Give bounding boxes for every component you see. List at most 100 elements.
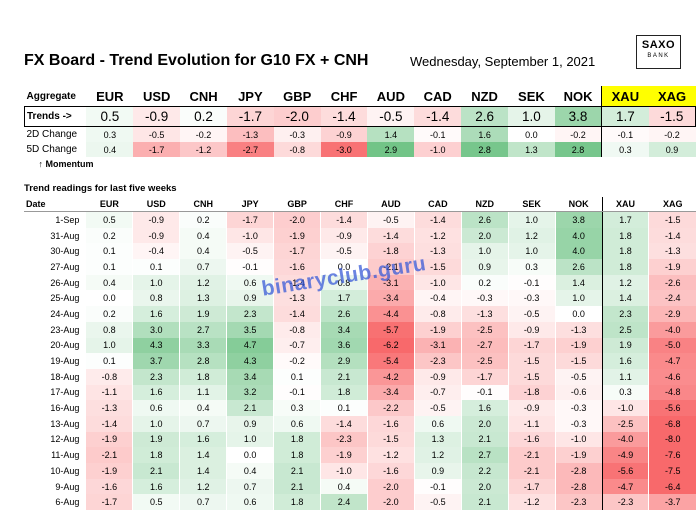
history-cell-nzd: -1.3 (460, 306, 509, 322)
history-cell-xag: -2.6 (648, 274, 696, 291)
history-cell-jpy: 3.4 (226, 368, 274, 385)
date-header: Date (24, 197, 86, 212)
logo-line2: BANK (647, 53, 670, 59)
history-date: 6-Aug (55, 497, 80, 508)
history-header-gbp: GBP (273, 197, 321, 212)
history-cell-cad: 0.6 (413, 415, 462, 432)
history-date: 30-Aug (50, 246, 80, 257)
history-date: 23-Aug (50, 324, 80, 335)
history-cell-usd: 2.1 (132, 463, 180, 479)
history-cell-nzd: 2.0 (460, 478, 509, 495)
history-cell-chf: 0.4 (320, 478, 368, 495)
2d-change-eur: 0.3 (86, 126, 134, 142)
history-cell-chf: 0.8 (320, 274, 368, 291)
history-cell-chf: -1.0 (320, 463, 368, 479)
history-cell-jpy: 4.3 (226, 353, 274, 369)
history-cell-jpy: 1.0 (226, 431, 274, 448)
history-cell-nzd: 2.0 (460, 415, 509, 432)
5d-change-row: 5D Change 0.4 -1.7 -1.2 -2.7 -0.8 -3.0 2.9 -1.0 2… (25, 142, 696, 157)
history-cell-cad: -1.5 (413, 259, 462, 275)
2d-change-cad: -0.1 (414, 126, 462, 142)
2d-change-usd: -0.5 (133, 126, 181, 142)
history-cell-xau: 1.2 (601, 274, 649, 291)
history-row: 10-Aug -1.9 2.1 1.4 0.4 2.1 -1.0 -1.6 0.9 2.2 -2.1… (24, 463, 696, 479)
history-header-usd: USD (132, 197, 180, 212)
history-table: Date EUR USD CNH JPY GBP CHF AUD CAD NZD SEK NOK XAU… (24, 197, 696, 511)
2d-change-aud: 1.4 (367, 126, 415, 142)
history-cell-jpy: 2.1 (226, 400, 274, 416)
history-cell-sek: -1.1 (507, 415, 556, 432)
board-title: FX Board - Trend Evolution for G10 FX + … (24, 52, 369, 69)
history-cell-chf: -2.3 (320, 431, 368, 448)
history-row: 18-Aug -0.8 2.3 1.8 3.4 0.1 2.1 -4.2 -0.9 -1.7 -1.… (24, 368, 696, 385)
history-cell-cad: 1.2 (413, 447, 462, 463)
trends-row: Trends -> 0.5 -0.9 0.2 -1.7 -2.0 -1.4 -0.5 -1.4 2… (24, 106, 696, 127)
history-cell-eur: 0.8 (85, 321, 133, 338)
history-cell-xau: 1.8 (601, 243, 649, 260)
history-cell-xau: -4.9 (601, 447, 649, 463)
5d-change-usd: -1.7 (133, 142, 181, 157)
history-cell-nzd: -2.7 (460, 337, 509, 354)
momentum-label: ↑ Momentum (38, 159, 94, 169)
history-cell-gbp: 0.3 (273, 400, 321, 416)
history-header-eur: EUR (85, 197, 133, 212)
history-cell-cnh: 0.7 (179, 415, 227, 432)
history-row: 6-Aug -1.7 0.5 0.7 0.6 1.8 2.4 -2.0 -0.5 2.1 -1.2-… (24, 494, 696, 511)
history-cell-cad: -0.5 (413, 494, 462, 511)
history-cell-sek: 0.3 (507, 259, 556, 275)
history-cell-gbp: -1.3 (273, 290, 321, 307)
history-date: 16-Aug (50, 403, 80, 414)
history-date: 9-Aug (55, 481, 80, 492)
history-cell-aud: -1.6 (366, 463, 415, 479)
history-cell-sek: -2.1 (507, 447, 556, 463)
history-cell-aud: -3.4 (366, 290, 415, 307)
history-date: 27-Aug (50, 261, 80, 272)
history-cell-cnh: 1.4 (179, 447, 227, 463)
history-cell-xag: -7.5 (648, 463, 696, 479)
history-cell-aud: -1.8 (366, 243, 415, 260)
history-row: 17-Aug -1.1 1.6 1.1 3.2 -0.1 1.8 -3.4 -0.7 -0.1 -1… (24, 384, 696, 401)
history-cell-nok: -0.3 (554, 400, 603, 416)
saxo-bank-logo: SAXO BANK (636, 35, 681, 69)
history-row: 9-Aug -1.6 1.6 1.2 0.7 2.1 0.4 -2.0 -0.1 2.0 -1.7-… (24, 478, 696, 495)
history-cell-aud: -3.1 (366, 274, 415, 291)
history-cell-jpy: -0.1 (226, 259, 274, 275)
history-cell-nok: -1.5 (554, 353, 603, 369)
currency-header-chf: CHF (330, 88, 358, 104)
history-cell-sek: 1.2 (507, 227, 556, 244)
history-row: 13-Aug -1.4 1.0 0.7 0.9 0.6 -1.4 -1.6 0.6 2.0 -1.1… (24, 415, 696, 432)
history-cell-xau: 1.1 (601, 368, 649, 385)
history-cell-jpy: 0.6 (226, 494, 274, 511)
history-cell-xau: 1.8 (601, 259, 649, 275)
aggregate-table: Aggregate EUR USD CNH JPY GBP CHF AUD CAD NZD SEK N… (24, 86, 696, 171)
history-cell-cnh: 0.4 (179, 400, 227, 416)
history-cell-aud: -3.4 (366, 384, 415, 401)
history-cell-xag: -6.4 (648, 478, 696, 495)
history-cell-aud: -4.2 (366, 368, 415, 385)
history-cell-xag: -4.0 (648, 321, 696, 338)
currency-header-nzd: NZD (471, 88, 498, 104)
history-cell-xag: -7.6 (648, 447, 696, 463)
history-cell-sek: 1.0 (507, 211, 556, 228)
history-cell-aud: -0.5 (366, 211, 415, 228)
history-date: 11-Aug (51, 450, 80, 461)
history-cell-cad: -0.9 (413, 368, 462, 385)
history-cell-cad: -1.9 (413, 321, 462, 338)
history-cell-xau: 2.5 (601, 321, 649, 338)
history-cell-sek: -1.7 (507, 478, 556, 495)
currency-header-usd: USD (142, 88, 171, 104)
history-date: 10-Aug (50, 465, 80, 476)
history-header-nok: NOK (554, 197, 603, 212)
history-cell-gbp: 2.1 (273, 478, 321, 495)
history-cell-usd: 1.6 (132, 384, 180, 401)
trend-usd: -0.9 (133, 106, 181, 127)
history-cell-sek: -1.6 (507, 431, 556, 448)
history-cell-cad: -0.1 (413, 478, 462, 495)
2d-change-sek: 0.0 (508, 126, 555, 142)
history-cell-eur: -1.6 (85, 478, 133, 495)
history-cell-sek: -0.5 (507, 306, 556, 322)
history-cell-aud: -5.7 (366, 321, 415, 338)
history-cell-nzd: 2.6 (460, 211, 509, 228)
history-cell-aud: -2.0 (366, 478, 415, 495)
history-cell-nzd: 1.0 (460, 243, 509, 260)
